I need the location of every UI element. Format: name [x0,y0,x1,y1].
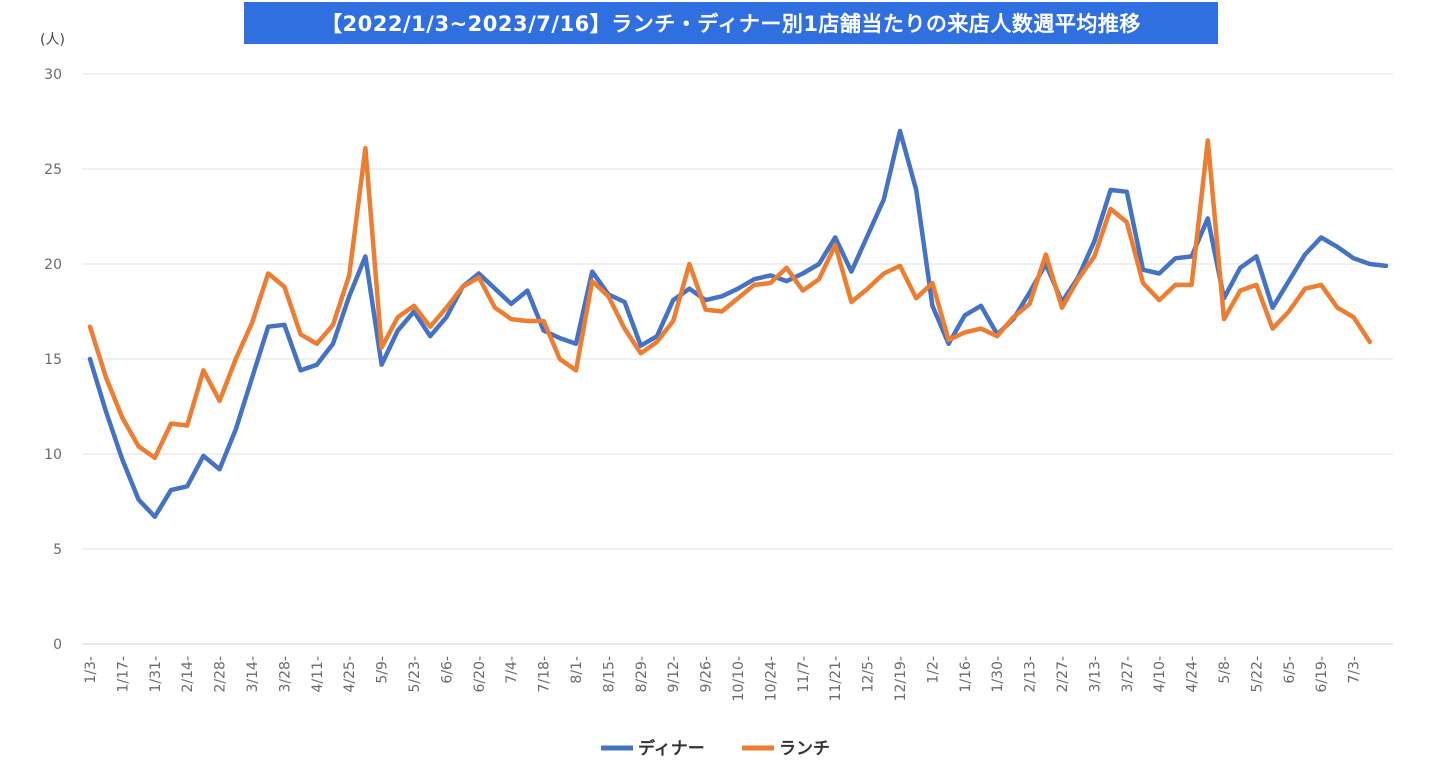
y-tick-label: 20 [44,257,62,273]
x-tick-label: 5/8- [1217,656,1233,684]
x-tick-label: 1/31- [148,656,164,693]
y-tick-label: 30 [44,67,62,83]
x-tick-label: 3/27- [1120,656,1136,693]
x-tick-label: 6/20- [472,656,488,693]
x-tick-label: 2/28- [213,656,229,693]
y-tick-label: 15 [44,352,62,368]
x-tick-label: 1/2- [925,656,941,684]
y-axis-unit-label: (人) [40,32,65,48]
x-tick-label: 10/24- [763,656,779,701]
legend: ディナー ランチ [601,738,830,759]
chart-title: 【2022/1/3~2023/7/16】ランチ・ディナー別1店舗当たりの来店人数… [321,12,1141,36]
legend-label-lunch: ランチ [779,739,830,759]
legend-label-dinner: ディナー [638,738,705,759]
x-tick-label: 7/4- [504,656,520,684]
x-tick-label: 2/13- [1023,656,1039,693]
x-tick-label: 7/3- [1347,656,1363,684]
y-tick-label: 10 [44,447,62,463]
x-tick-label: 9/12- [666,656,682,693]
x-tick-label: 8/29- [634,656,650,693]
series-line-dinner [87,128,1389,519]
x-tick-label: 4/25- [342,656,358,693]
x-tick-label: 1/16- [958,656,974,693]
x-axis-ticks: 1/3- 1/17- 1/31- 2/14- 2/28- 3/14- 3/28- 4/11- 4… [83,656,1363,701]
x-tick-label: 3/28- [277,656,293,693]
x-tick-label: 1/30- [990,656,1006,693]
x-tick-label: 11/21- [828,656,844,701]
x-tick-label: 1/17- [115,656,131,693]
gridlines [82,73,1393,645]
x-tick-label: 5/22- [1249,656,1265,693]
x-tick-label: 2/14- [180,656,196,693]
x-tick-label: 3/13- [1087,656,1103,693]
y-axis-ticks: 0 5 10 15 20 25 30 [44,67,62,653]
chart-title-background [244,2,1218,44]
x-tick-label: 1/3- [83,656,99,684]
x-tick-label: 2/27- [1055,656,1071,693]
x-tick-label: 6/19- [1314,656,1330,693]
y-tick-label: 5 [53,542,62,558]
x-tick-label: 4/11- [310,656,326,693]
x-tick-label: 8/15- [601,656,617,693]
x-tick-label: 10/10- [731,656,747,701]
x-tick-label: 9/26- [699,656,715,693]
x-tick-label: 6/5- [1282,656,1298,684]
x-tick-label: 11/7- [796,656,812,693]
x-tick-label: 12/19- [893,656,909,701]
x-tick-label: 5/9- [375,656,391,684]
x-tick-label: 8/1- [569,656,585,684]
y-tick-label: 0 [53,637,62,653]
x-tick-label: 6/6- [439,656,455,684]
x-tick-label: 4/24- [1185,656,1201,693]
x-tick-label: 3/14- [245,656,261,693]
series-lines [87,128,1389,519]
series-line-lunch [87,138,1373,461]
x-tick-label: 4/10- [1152,656,1168,693]
x-tick-label: 7/18- [537,656,553,693]
y-tick-label: 25 [44,162,62,178]
x-tick-label: 5/23- [407,656,423,693]
x-tick-label: 12/5- [861,656,877,693]
